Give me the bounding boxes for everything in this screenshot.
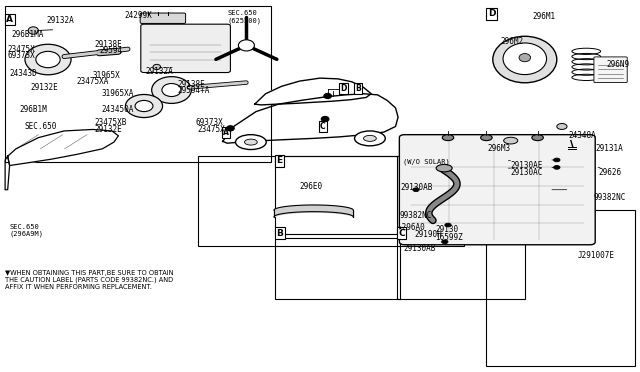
Ellipse shape	[413, 188, 419, 192]
Bar	[486, 210, 635, 366]
Ellipse shape	[554, 158, 560, 162]
Text: 29130AB: 29130AB	[403, 244, 436, 253]
Text: 296M1: 296M1	[532, 12, 556, 21]
Text: 23475XB: 23475XB	[95, 118, 127, 127]
Ellipse shape	[28, 27, 38, 34]
Ellipse shape	[503, 43, 547, 75]
Text: 23475XA: 23475XA	[77, 77, 109, 86]
Text: ★296A0: ★296A0	[398, 223, 426, 232]
Polygon shape	[255, 78, 371, 105]
Ellipse shape	[321, 116, 329, 122]
Text: 296N9: 296N9	[607, 60, 630, 68]
Text: A: A	[223, 128, 228, 137]
Text: 29132E: 29132E	[31, 83, 58, 92]
Text: 99382NC: 99382NC	[400, 211, 433, 220]
Text: B: B	[276, 229, 284, 238]
Text: 69373X: 69373X	[8, 51, 35, 60]
Text: 29132A: 29132A	[146, 67, 173, 76]
Ellipse shape	[554, 166, 560, 169]
Text: 296E0: 296E0	[300, 182, 323, 191]
Ellipse shape	[125, 94, 163, 118]
Text: C: C	[398, 229, 404, 238]
Text: SEC.650
(625500): SEC.650 (625500)	[227, 10, 261, 24]
Ellipse shape	[519, 54, 531, 62]
Text: 24299X: 24299X	[125, 11, 152, 20]
Ellipse shape	[532, 135, 543, 141]
Ellipse shape	[162, 84, 181, 97]
Ellipse shape	[442, 240, 448, 244]
Text: 29130AB: 29130AB	[400, 183, 433, 192]
Ellipse shape	[227, 126, 234, 131]
Bar	[5, 6, 271, 162]
Text: 99382NC: 99382NC	[594, 193, 627, 202]
Text: 24348A: 24348A	[568, 131, 596, 140]
Ellipse shape	[238, 40, 255, 51]
Ellipse shape	[481, 135, 492, 141]
Ellipse shape	[355, 131, 385, 146]
Text: 29130AC: 29130AC	[511, 168, 543, 177]
Text: J291007E: J291007E	[577, 251, 614, 260]
Text: 29130: 29130	[435, 225, 458, 234]
Ellipse shape	[36, 51, 60, 68]
Bar	[400, 156, 528, 234]
Text: 16599Z: 16599Z	[435, 232, 463, 241]
Polygon shape	[8, 129, 118, 166]
Ellipse shape	[236, 135, 266, 150]
Text: 29594+A: 29594+A	[178, 86, 211, 94]
Bar	[275, 156, 397, 234]
Text: 29132E: 29132E	[95, 125, 122, 134]
Bar	[275, 238, 400, 299]
Text: 296B1MA: 296B1MA	[12, 30, 44, 39]
Text: 296M3: 296M3	[488, 144, 511, 153]
Text: 29626: 29626	[598, 168, 621, 177]
Text: 23475X: 23475X	[8, 45, 35, 54]
Text: 296B1M: 296B1M	[19, 105, 47, 114]
Ellipse shape	[364, 135, 376, 141]
Text: 243450A: 243450A	[101, 105, 134, 114]
Text: 296M2: 296M2	[500, 37, 524, 46]
Ellipse shape	[135, 100, 153, 112]
Ellipse shape	[504, 137, 518, 144]
Text: D: D	[340, 84, 347, 93]
Text: ▼WHEN OBTAINING THIS PART,BE SURE TO OBTAIN
THE CAUTION LABEL (PARTS CODE 99382N: ▼WHEN OBTAINING THIS PART,BE SURE TO OBT…	[5, 270, 173, 290]
FancyBboxPatch shape	[141, 24, 230, 73]
Text: SEC.650: SEC.650	[24, 122, 57, 131]
Text: 31965XA: 31965XA	[101, 89, 134, 97]
Ellipse shape	[244, 139, 257, 145]
Text: 29138E: 29138E	[95, 40, 122, 49]
FancyBboxPatch shape	[594, 57, 627, 83]
Ellipse shape	[557, 124, 567, 129]
Text: 29130AE: 29130AE	[511, 161, 543, 170]
Text: SEC.650
(296A9M): SEC.650 (296A9M)	[10, 224, 44, 237]
Text: 29132A: 29132A	[46, 16, 74, 25]
Ellipse shape	[442, 135, 454, 141]
Text: 29131A: 29131A	[595, 144, 623, 153]
Text: 29594: 29594	[99, 46, 122, 55]
Ellipse shape	[25, 44, 71, 75]
Ellipse shape	[153, 64, 161, 70]
Text: 31965X: 31965X	[93, 71, 120, 80]
Text: C: C	[320, 122, 326, 131]
Text: 69373X: 69373X	[195, 118, 223, 127]
Text: E: E	[276, 156, 283, 165]
Ellipse shape	[152, 77, 191, 103]
Text: B: B	[355, 84, 361, 93]
FancyBboxPatch shape	[399, 135, 595, 245]
Text: (W/O SOLAR): (W/O SOLAR)	[403, 158, 450, 164]
Ellipse shape	[324, 93, 332, 99]
Text: 29138E: 29138E	[178, 80, 205, 89]
Text: 29190H: 29190H	[415, 230, 442, 239]
Bar	[397, 238, 525, 299]
Text: 23475X: 23475X	[197, 125, 225, 134]
Text: 24343D: 24343D	[10, 69, 37, 78]
Ellipse shape	[493, 36, 557, 83]
FancyBboxPatch shape	[140, 13, 186, 23]
Text: D: D	[488, 9, 495, 18]
Ellipse shape	[445, 223, 451, 227]
Ellipse shape	[436, 164, 452, 172]
Bar	[198, 156, 464, 246]
Text: A: A	[6, 15, 13, 24]
